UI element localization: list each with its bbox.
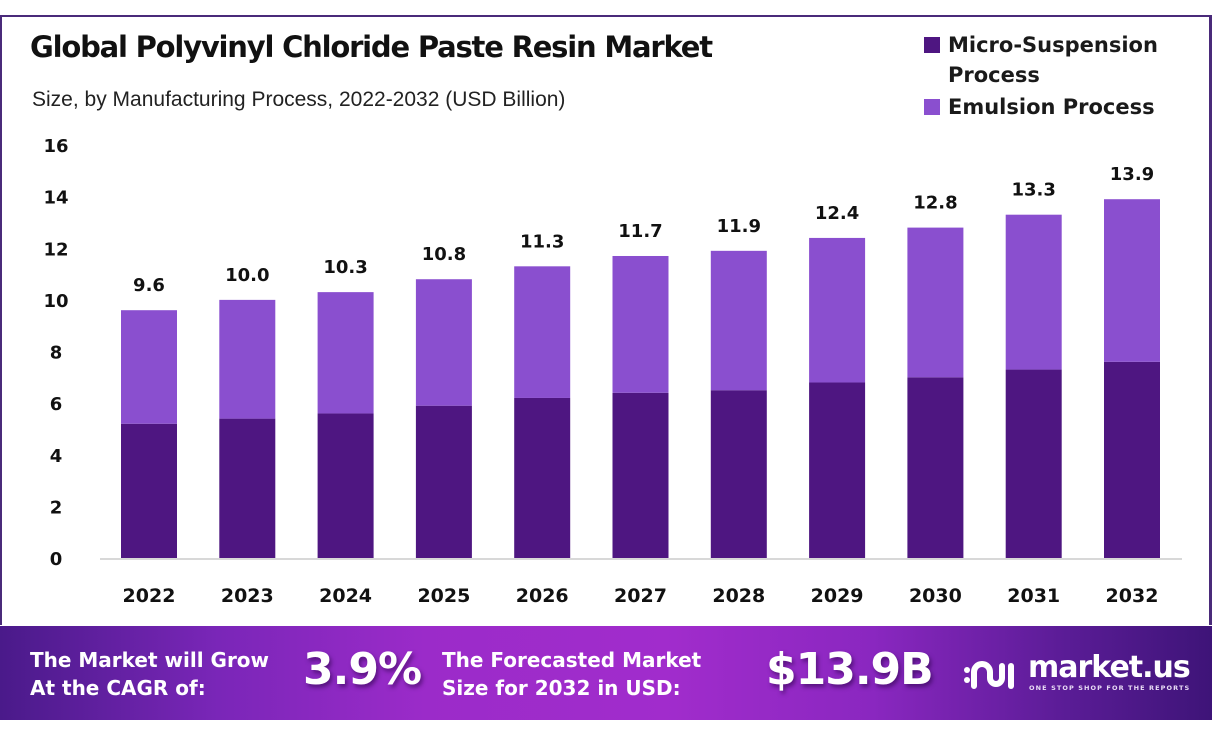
bar-segment-emulsion-2023 [219, 299, 276, 419]
forecast-text: The Forecasted Market Size for 2032 in U… [442, 646, 701, 702]
bar-total-label: 9.6 [133, 275, 165, 296]
y-tick-label: 14 [43, 188, 68, 209]
forecast-text-line2: Size for 2032 in USD: [442, 676, 681, 700]
bar-segment-emulsion-2031 [1005, 214, 1062, 370]
bar-segment-emulsion-2025 [415, 279, 472, 406]
bar-segment-micro-suspension-2026 [514, 397, 571, 558]
legend-label: Micro-Suspension Process [948, 33, 1158, 87]
bar-segment-emulsion-2026 [514, 266, 571, 398]
bar-total-label: 12.8 [913, 193, 957, 214]
y-axis: 0 2 4 6 8 10 12 14 16 [43, 136, 68, 570]
bar-segment-micro-suspension-2029 [809, 382, 866, 558]
bar-total-label: 10.8 [422, 244, 466, 265]
y-tick-label: 2 [50, 497, 63, 518]
cagr-text-line2: At the CAGR of: [30, 676, 206, 700]
bars: 9.6 10.0 10.3 10.8 11.3 11.7 11.9 12.4 12.8 13.3 1… [121, 164, 1160, 558]
bar-segment-micro-suspension-2028 [710, 390, 767, 558]
y-tick-label: 10 [43, 291, 68, 312]
bar-segment-micro-suspension-2027 [612, 392, 669, 558]
x-tick-label: 2027 [614, 585, 667, 607]
x-tick-label: 2031 [1007, 585, 1060, 607]
bar-total-label: 13.9 [1110, 164, 1154, 185]
bar-segment-emulsion-2032 [1104, 199, 1160, 362]
bar-total-label: 10.0 [225, 265, 269, 286]
logo-wordmark: market.us [1028, 650, 1191, 685]
y-tick-label: 16 [43, 136, 68, 157]
bar-segment-micro-suspension-2024 [317, 413, 374, 558]
chart-subtitle: Size, by Manufacturing Process, 2022-203… [32, 88, 566, 111]
bar-segment-micro-suspension-2022 [121, 423, 177, 558]
x-tick-label: 2028 [712, 585, 765, 607]
x-tick-label: 2026 [516, 585, 569, 607]
y-tick-label: 0 [50, 549, 63, 570]
bar-segment-micro-suspension-2025 [415, 405, 472, 558]
logo-tagline: ONE STOP SHOP FOR THE REPORTS [1029, 684, 1191, 692]
bar-segment-emulsion-2030 [907, 227, 964, 378]
summary-banner: The Market will Grow At the CAGR of: 3.9… [0, 626, 1212, 720]
bar-segment-emulsion-2027 [612, 255, 669, 393]
bar-segment-emulsion-2028 [710, 250, 767, 391]
x-axis: 2022 2023 2024 2025 2026 2027 2028 2029 2030 2031… [123, 585, 1159, 607]
x-tick-label: 2022 [123, 585, 176, 607]
x-tick-label: 2024 [319, 585, 372, 607]
chart-frame [0, 15, 1212, 625]
stacked-bar-chart: 0 2 4 6 8 10 12 14 16 9.6 10.0 10.3 10.8 11.3 11.7 11.… [43, 136, 1182, 607]
legend: Micro-Suspension Process Emulsion Proces… [922, 30, 1188, 124]
legend-label: Emulsion Process [948, 95, 1155, 119]
bar-total-label: 13.3 [1011, 180, 1055, 201]
bar-segment-emulsion-2024 [317, 292, 374, 414]
bar-segment-emulsion-2022 [121, 310, 177, 424]
bar-segment-emulsion-2029 [809, 237, 866, 383]
x-tick-label: 2025 [417, 585, 470, 607]
bar-segment-micro-suspension-2032 [1104, 361, 1160, 558]
chart-title: Global Polyvinyl Chloride Paste Resin Ma… [30, 30, 713, 64]
bar-segment-micro-suspension-2030 [907, 377, 964, 558]
x-tick-label: 2032 [1106, 585, 1159, 607]
legend-swatch-emulsion [924, 99, 940, 115]
x-tick-label: 2030 [909, 585, 962, 607]
x-tick-label: 2023 [221, 585, 274, 607]
bar-segment-micro-suspension-2031 [1005, 369, 1062, 558]
forecast-text-line1: The Forecasted Market [442, 648, 702, 672]
bar-total-label: 12.4 [815, 203, 859, 224]
bar-total-label: 11.9 [717, 216, 761, 237]
market-us-logo-icon [964, 661, 1014, 689]
y-tick-label: 12 [43, 239, 68, 260]
legend-swatch-micro-suspension [924, 37, 940, 53]
bar-segment-micro-suspension-2023 [219, 418, 276, 558]
bar-total-label: 11.3 [520, 231, 564, 252]
forecast-value: $13.9B [766, 644, 934, 695]
bar-total-label: 11.7 [618, 221, 662, 242]
y-tick-label: 8 [50, 343, 63, 364]
bar-total-label: 10.3 [323, 257, 367, 278]
y-tick-label: 4 [50, 446, 63, 467]
x-tick-label: 2029 [811, 585, 864, 607]
cagr-value: 3.9% [303, 644, 422, 695]
y-tick-label: 6 [50, 394, 63, 415]
cagr-text-line1: The Market will Grow [30, 648, 270, 672]
legend-item-emulsion: Emulsion Process [922, 92, 1188, 122]
cagr-text: The Market will Grow At the CAGR of: [30, 646, 269, 702]
legend-item-micro-suspension: Micro-Suspension Process [922, 30, 1188, 90]
